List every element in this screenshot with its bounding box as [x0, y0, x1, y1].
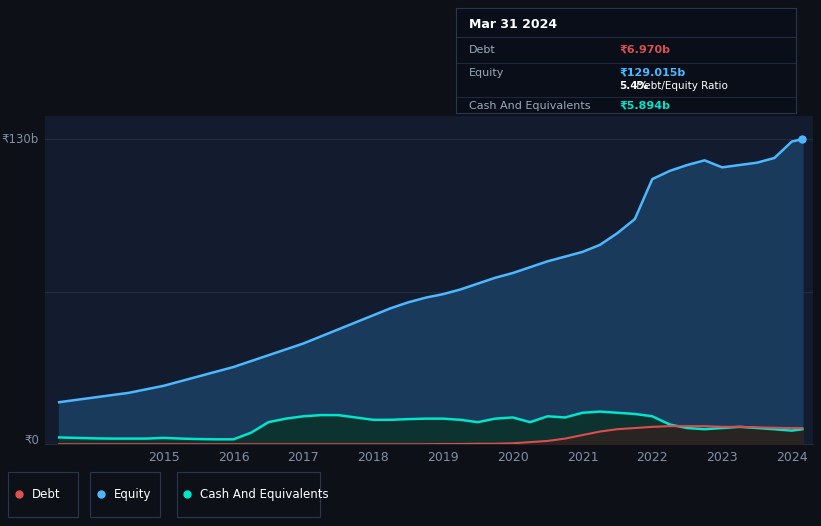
Text: Mar 31 2024: Mar 31 2024: [470, 18, 557, 31]
Text: Cash And Equivalents: Cash And Equivalents: [200, 488, 329, 501]
Text: ₹129.015b: ₹129.015b: [619, 68, 686, 78]
Text: ₹5.894b: ₹5.894b: [619, 100, 670, 111]
Text: Debt: Debt: [32, 488, 61, 501]
Text: ₹130b: ₹130b: [2, 133, 39, 146]
Text: ₹6.970b: ₹6.970b: [619, 45, 670, 55]
Text: Debt/Equity Ratio: Debt/Equity Ratio: [633, 80, 727, 91]
Text: Equity: Equity: [470, 68, 505, 78]
FancyBboxPatch shape: [90, 472, 160, 517]
FancyBboxPatch shape: [177, 472, 320, 517]
Text: Cash And Equivalents: Cash And Equivalents: [470, 100, 591, 111]
Text: 5.4%: 5.4%: [619, 80, 649, 91]
Text: ₹0: ₹0: [24, 434, 39, 448]
Text: Debt: Debt: [470, 45, 496, 55]
Text: Equity: Equity: [114, 488, 152, 501]
FancyBboxPatch shape: [8, 472, 78, 517]
